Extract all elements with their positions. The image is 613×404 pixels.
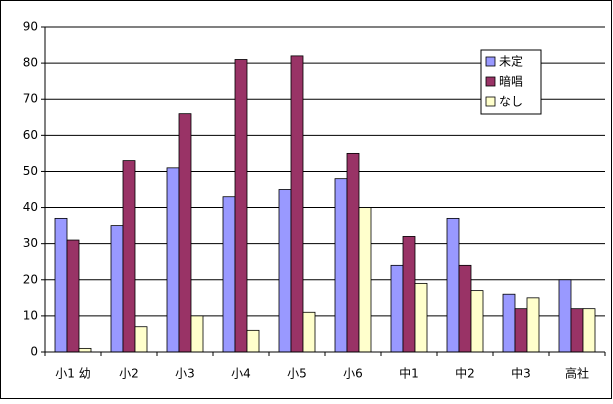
bar <box>414 282 428 353</box>
x-tick-label: 中2 <box>455 366 475 381</box>
x-tick-label: 高社 <box>565 366 589 381</box>
bar <box>190 315 204 353</box>
y-tick-label: 90 <box>23 20 38 34</box>
bar <box>66 239 80 353</box>
legend-label: 未定 <box>499 54 523 69</box>
bar <box>526 297 540 353</box>
bar <box>178 113 192 353</box>
x-tick-label: 中1 <box>399 366 419 381</box>
bar <box>458 264 472 353</box>
x-tick-label: 小6 <box>343 367 363 381</box>
y-tick-label: 70 <box>23 92 38 106</box>
bar <box>502 293 516 353</box>
bar <box>122 160 136 353</box>
bar <box>570 308 584 353</box>
bar <box>246 329 260 353</box>
bar <box>514 308 528 353</box>
bar <box>222 196 236 353</box>
y-tick-label: 20 <box>23 272 38 286</box>
legend-swatch <box>485 56 496 67</box>
legend-swatch <box>485 76 496 87</box>
y-tick-label: 0 <box>30 345 38 359</box>
legend-swatch <box>485 96 496 107</box>
bar <box>358 207 372 353</box>
y-tick-label: 60 <box>23 128 38 142</box>
bar <box>402 236 416 353</box>
legend-label: 暗唱 <box>499 74 523 89</box>
y-tick-label: 80 <box>23 56 38 70</box>
bar <box>470 290 484 353</box>
bar <box>278 189 292 353</box>
bar <box>558 279 572 353</box>
bar <box>346 152 360 353</box>
y-tick-label: 10 <box>23 308 38 322</box>
x-tick-label: 小4 <box>231 367 251 381</box>
bar <box>134 326 148 353</box>
bar <box>446 217 460 353</box>
bar <box>78 347 92 353</box>
x-tick-label: 小5 <box>287 367 307 381</box>
bar <box>110 225 124 353</box>
x-tick-label: 小2 <box>119 367 139 381</box>
bar <box>334 178 348 353</box>
y-tick-label: 40 <box>23 200 38 214</box>
x-tick-label: 中3 <box>511 366 531 381</box>
bar <box>166 167 180 353</box>
bar <box>54 217 68 353</box>
legend-label: なし <box>499 95 523 109</box>
bar <box>582 308 596 353</box>
bar <box>290 55 304 353</box>
x-tick-label: 小1 幼 <box>55 367 90 381</box>
bar <box>302 311 316 353</box>
y-tick-label: 50 <box>23 164 38 178</box>
bar <box>234 59 248 353</box>
x-tick-label: 小3 <box>175 367 195 381</box>
bar <box>390 264 404 353</box>
y-tick-label: 30 <box>23 236 38 250</box>
